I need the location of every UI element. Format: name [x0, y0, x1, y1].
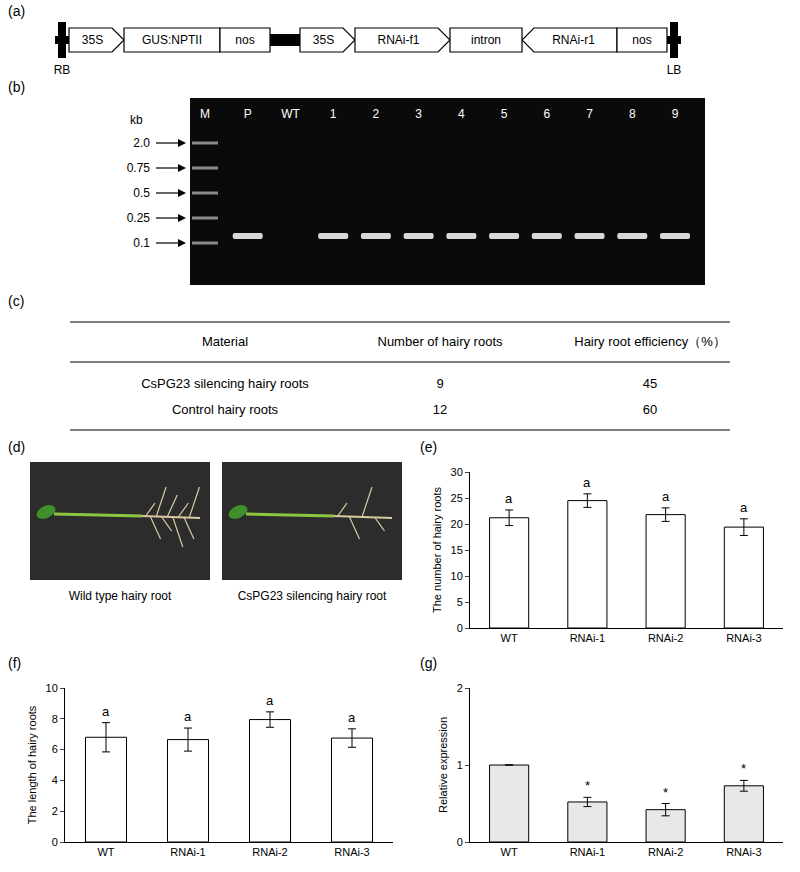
svg-text:9: 9 — [672, 107, 679, 121]
svg-text:60: 60 — [643, 402, 657, 417]
svg-text:The length of hairy roots: The length of hairy roots — [26, 705, 38, 824]
svg-text:4: 4 — [458, 107, 465, 121]
svg-text:0.1: 0.1 — [133, 236, 150, 250]
svg-text:The number of hairy roots: The number of hairy roots — [431, 487, 443, 613]
svg-text:6: 6 — [543, 107, 550, 121]
svg-text:5: 5 — [457, 596, 463, 608]
svg-text:*: * — [741, 761, 746, 776]
svg-text:nos: nos — [632, 33, 651, 47]
svg-text:1: 1 — [457, 759, 463, 771]
svg-text:8: 8 — [52, 713, 58, 725]
svg-text:RB: RB — [54, 63, 71, 77]
svg-text:a: a — [662, 489, 670, 504]
svg-text:Material: Material — [202, 334, 248, 349]
svg-text:(d): (d) — [8, 439, 25, 455]
svg-text:(a): (a) — [8, 3, 25, 19]
svg-text:RNAi-1: RNAi-1 — [170, 846, 205, 858]
svg-text:2.0: 2.0 — [133, 136, 150, 150]
svg-text:a: a — [505, 491, 513, 506]
svg-text:kb: kb — [130, 113, 143, 127]
svg-text:nos: nos — [235, 33, 254, 47]
svg-text:25: 25 — [451, 492, 463, 504]
svg-text:45: 45 — [643, 376, 657, 391]
svg-text:a: a — [266, 693, 274, 708]
svg-text:RNAi-r1: RNAi-r1 — [552, 33, 595, 47]
svg-text:a: a — [348, 710, 356, 725]
svg-text:Wild type hairy root: Wild type hairy root — [69, 589, 172, 603]
svg-text:7: 7 — [586, 107, 593, 121]
svg-text:GUS:NPTII: GUS:NPTII — [142, 33, 202, 47]
svg-text:RNAi-3: RNAi-3 — [726, 632, 761, 644]
svg-text:3: 3 — [415, 107, 422, 121]
svg-text:0.25: 0.25 — [127, 211, 151, 225]
svg-text:RNAi-2: RNAi-2 — [648, 846, 683, 858]
svg-text:RNAi-2: RNAi-2 — [252, 846, 287, 858]
svg-text:Hairy root efficiency（%）: Hairy root efficiency（%） — [574, 334, 725, 349]
svg-text:RNAi-3: RNAi-3 — [726, 846, 761, 858]
svg-text:RNAi-2: RNAi-2 — [648, 632, 683, 644]
svg-text:0.75: 0.75 — [127, 161, 151, 175]
svg-text:2: 2 — [373, 107, 380, 121]
svg-text:35S: 35S — [313, 33, 334, 47]
svg-text:0: 0 — [457, 622, 463, 634]
svg-text:a: a — [740, 500, 748, 515]
svg-text:5: 5 — [501, 107, 508, 121]
svg-text:35S: 35S — [82, 33, 103, 47]
svg-text:a: a — [184, 709, 192, 724]
svg-text:a: a — [102, 704, 110, 719]
svg-text:RNAi-1: RNAi-1 — [570, 846, 605, 858]
svg-text:Control hairy roots: Control hairy roots — [172, 402, 279, 417]
svg-text:30: 30 — [451, 466, 463, 478]
svg-text:(c): (c) — [8, 293, 24, 309]
svg-text:Relative expression: Relative expression — [437, 717, 449, 813]
svg-text:WT: WT — [281, 107, 300, 121]
svg-text:intron: intron — [471, 33, 501, 47]
svg-text:0.5: 0.5 — [133, 186, 150, 200]
svg-text:LB: LB — [667, 63, 682, 77]
svg-text:M: M — [200, 107, 210, 121]
svg-text:*: * — [663, 785, 668, 800]
svg-text:(b): (b) — [8, 79, 25, 95]
svg-text:RNAi-3: RNAi-3 — [334, 846, 369, 858]
svg-text:0: 0 — [457, 836, 463, 848]
svg-text:6: 6 — [52, 743, 58, 755]
svg-text:(f): (f) — [8, 655, 21, 671]
svg-text:CsPG23 silencing hairy root: CsPG23 silencing hairy root — [238, 589, 387, 603]
svg-text:2: 2 — [52, 805, 58, 817]
svg-text:10: 10 — [451, 570, 463, 582]
svg-text:1: 1 — [330, 107, 337, 121]
svg-text:Number of hairy roots: Number of hairy roots — [378, 334, 503, 349]
svg-text:10: 10 — [46, 682, 58, 694]
svg-text:P: P — [244, 107, 252, 121]
svg-text:RNAi-f1: RNAi-f1 — [377, 33, 419, 47]
svg-text:9: 9 — [436, 376, 443, 391]
svg-text:*: * — [585, 778, 590, 793]
svg-text:20: 20 — [451, 518, 463, 530]
svg-text:a: a — [583, 475, 591, 490]
svg-text:(e): (e) — [420, 439, 437, 455]
svg-text:(g): (g) — [420, 655, 437, 671]
svg-text:RNAi-1: RNAi-1 — [570, 632, 605, 644]
svg-text:WT: WT — [97, 846, 114, 858]
svg-text:4: 4 — [52, 774, 58, 786]
svg-text:12: 12 — [433, 402, 447, 417]
svg-text:0: 0 — [52, 836, 58, 848]
svg-text:15: 15 — [451, 544, 463, 556]
svg-text:CsPG23 silencing hairy roots: CsPG23 silencing hairy roots — [141, 376, 309, 391]
svg-text:WT: WT — [501, 846, 518, 858]
svg-text:8: 8 — [629, 107, 636, 121]
svg-text:WT: WT — [501, 632, 518, 644]
svg-text:2: 2 — [457, 682, 463, 694]
